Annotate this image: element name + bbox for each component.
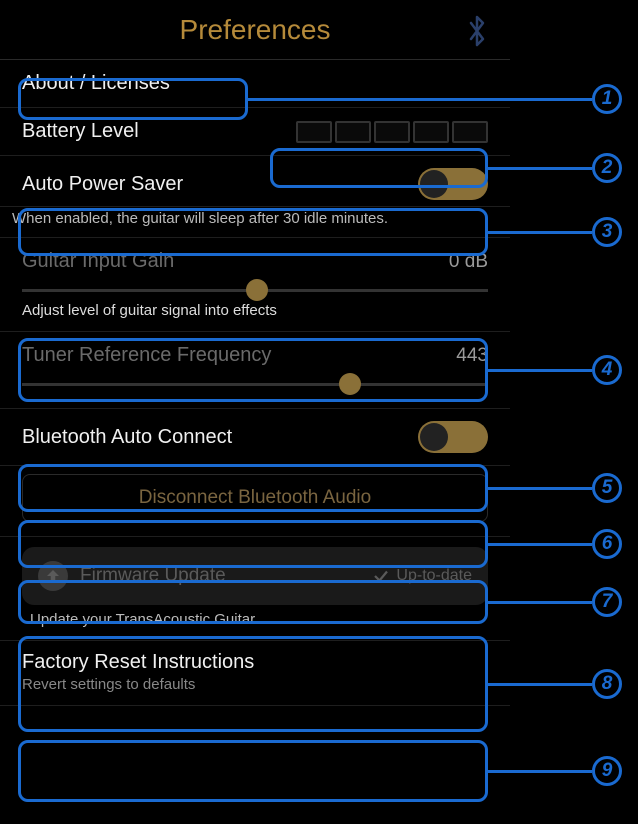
firmware-status: Up-to-date xyxy=(372,567,472,585)
callout-number-8: 8 xyxy=(592,669,622,699)
firmware-label: Firmware Update xyxy=(80,565,226,587)
tuner-slider[interactable] xyxy=(22,383,488,386)
bluetooth-icon[interactable] xyxy=(464,15,490,52)
toggle-knob xyxy=(420,423,448,451)
autopower-help: When enabled, the guitar will sleep afte… xyxy=(12,210,498,227)
battery-cell xyxy=(335,121,371,143)
btauto-row: Bluetooth Auto Connect xyxy=(0,409,510,466)
gain-label: Guitar Input Gain xyxy=(22,250,174,273)
callout-number-5: 5 xyxy=(592,473,622,503)
callout-number-9: 9 xyxy=(592,756,622,786)
tuner-value: 443 xyxy=(456,345,488,367)
gain-slider[interactable] xyxy=(22,289,488,292)
about-label: About / Licenses xyxy=(22,72,488,95)
autopower-label: Auto Power Saver xyxy=(22,173,183,196)
callout-number-2: 2 xyxy=(592,153,622,183)
slider-knob xyxy=(339,373,361,395)
about-row[interactable]: About / Licenses xyxy=(0,60,510,108)
page-title: Preferences xyxy=(180,14,331,46)
battery-label: Battery Level xyxy=(22,120,139,143)
tuner-row: Tuner Reference Frequency 443 xyxy=(0,332,510,409)
battery-cell xyxy=(413,121,449,143)
disconnect-button[interactable]: Disconnect Bluetooth Audio xyxy=(22,474,488,522)
preferences-screen: Preferences About / Licenses Battery Lev… xyxy=(0,0,510,824)
slider-knob xyxy=(246,279,268,301)
battery-cell xyxy=(452,121,488,143)
check-icon xyxy=(372,567,390,585)
callout-number-6: 6 xyxy=(592,529,622,559)
firmware-row[interactable]: Firmware Update Up-to-date Update your T… xyxy=(0,547,510,641)
callout-number-4: 4 xyxy=(592,355,622,385)
callout-number-7: 7 xyxy=(592,587,622,617)
battery-cell xyxy=(374,121,410,143)
firmware-help: Update your TransAcoustic Guitar xyxy=(30,611,510,628)
factory-row[interactable]: Factory Reset Instructions Revert settin… xyxy=(0,641,510,706)
arrow-up-icon xyxy=(38,561,68,591)
gain-row: Guitar Input Gain 0 dB Adjust level of g… xyxy=(0,238,510,332)
autopower-toggle[interactable] xyxy=(418,168,488,200)
gain-value: 0 dB xyxy=(449,251,488,273)
btauto-label: Bluetooth Auto Connect xyxy=(22,426,232,449)
toggle-knob xyxy=(420,170,448,198)
btauto-toggle[interactable] xyxy=(418,421,488,453)
autopower-row: Auto Power Saver xyxy=(0,156,510,207)
factory-help: Revert settings to defaults xyxy=(22,676,488,693)
header: Preferences xyxy=(0,0,510,60)
battery-cell xyxy=(296,121,332,143)
callout-number-1: 1 xyxy=(592,84,622,114)
factory-label: Factory Reset Instructions xyxy=(22,651,488,674)
gain-help: Adjust level of guitar signal into effec… xyxy=(22,302,488,319)
battery-row: Battery Level xyxy=(0,108,510,156)
battery-indicator xyxy=(296,121,488,143)
callout-number-3: 3 xyxy=(592,217,622,247)
tuner-label: Tuner Reference Frequency xyxy=(22,344,271,367)
